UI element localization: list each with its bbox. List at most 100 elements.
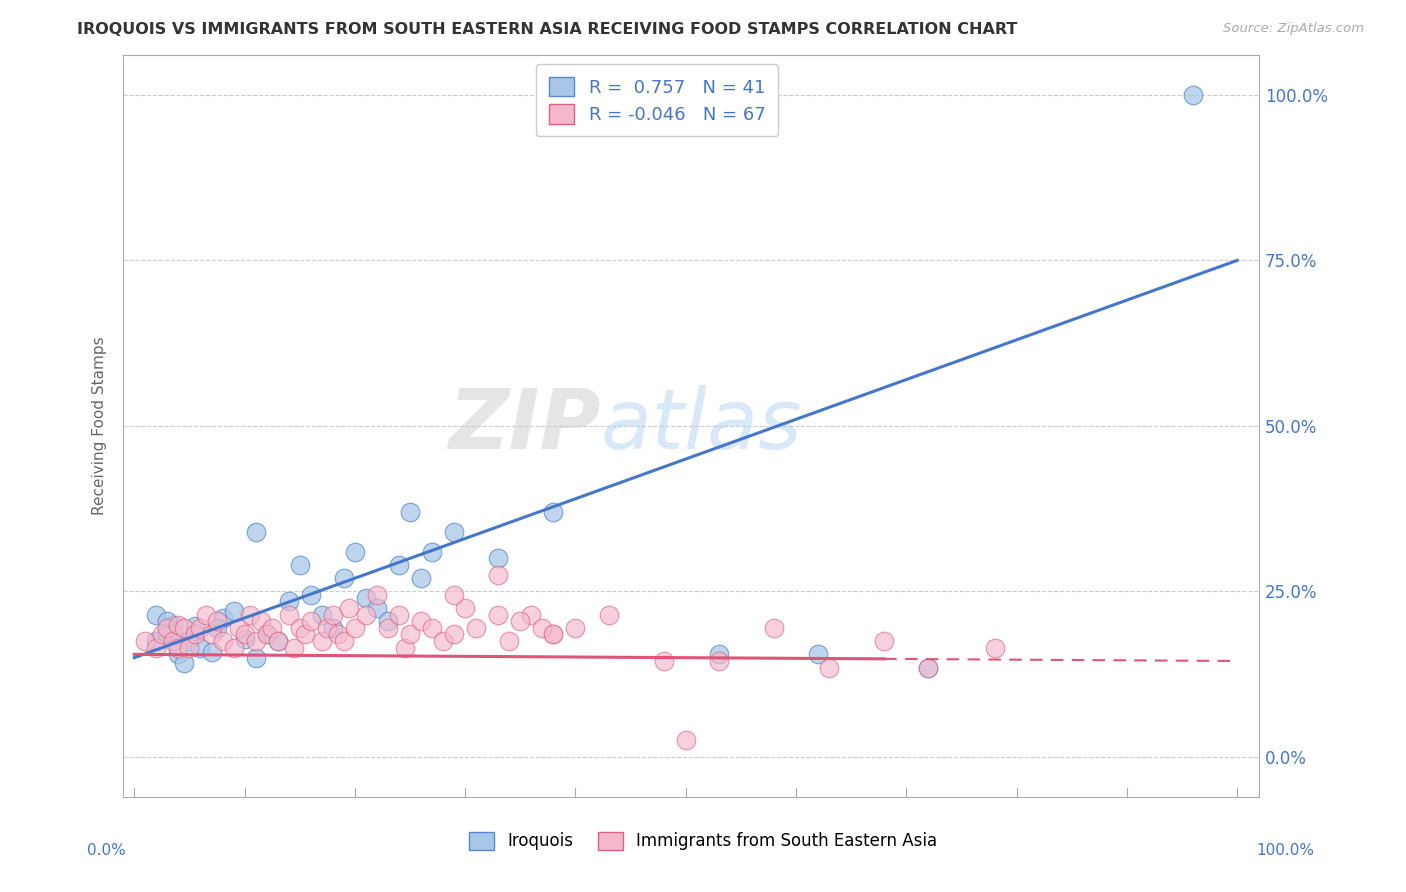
- Point: [184, 627, 207, 641]
- Legend: Iroquois, Immigrants from South Eastern Asia: Iroquois, Immigrants from South Eastern …: [463, 825, 943, 857]
- Point: [333, 634, 356, 648]
- Point: [288, 621, 311, 635]
- Point: [288, 558, 311, 572]
- Point: [250, 614, 273, 628]
- Point: [543, 627, 565, 641]
- Point: [162, 627, 184, 641]
- Point: [173, 656, 195, 670]
- Text: Source: ZipAtlas.com: Source: ZipAtlas.com: [1223, 22, 1364, 36]
- Point: [1182, 87, 1205, 102]
- Point: [195, 607, 218, 622]
- Legend: R =  0.757   N = 41, R = -0.046   N = 67: R = 0.757 N = 41, R = -0.046 N = 67: [536, 64, 778, 136]
- Point: [162, 617, 184, 632]
- Point: [333, 571, 356, 585]
- Point: [807, 648, 830, 662]
- Point: [228, 621, 250, 635]
- Point: [983, 640, 1005, 655]
- Point: [399, 627, 422, 641]
- Point: [652, 654, 675, 668]
- Point: [190, 621, 212, 635]
- Text: IROQUOIS VS IMMIGRANTS FROM SOUTH EASTERN ASIA RECEIVING FOOD STAMPS CORRELATION: IROQUOIS VS IMMIGRANTS FROM SOUTH EASTER…: [77, 22, 1018, 37]
- Point: [167, 640, 190, 655]
- Point: [322, 607, 344, 622]
- Point: [283, 640, 305, 655]
- Point: [311, 607, 333, 622]
- Point: [277, 594, 299, 608]
- Point: [543, 627, 565, 641]
- Point: [316, 621, 339, 635]
- Point: [917, 660, 939, 674]
- Point: [322, 621, 344, 635]
- Point: [145, 607, 167, 622]
- Point: [409, 614, 432, 628]
- Point: [328, 627, 350, 641]
- Point: [399, 505, 422, 519]
- Point: [299, 614, 322, 628]
- Point: [366, 588, 388, 602]
- Point: [245, 524, 267, 539]
- Point: [394, 640, 416, 655]
- Text: atlas: atlas: [600, 385, 801, 467]
- Point: [762, 621, 785, 635]
- Point: [233, 627, 256, 641]
- Point: [486, 568, 509, 582]
- Point: [388, 558, 411, 572]
- Point: [294, 627, 316, 641]
- Text: 0.0%: 0.0%: [87, 843, 127, 858]
- Point: [156, 627, 179, 641]
- Point: [443, 588, 465, 602]
- Point: [337, 601, 360, 615]
- Point: [256, 627, 278, 641]
- Point: [377, 614, 399, 628]
- Point: [167, 617, 190, 632]
- Point: [162, 634, 184, 648]
- Point: [156, 621, 179, 635]
- Point: [707, 648, 730, 662]
- Point: [145, 640, 167, 655]
- Point: [245, 634, 267, 648]
- Point: [233, 632, 256, 647]
- Point: [465, 621, 488, 635]
- Point: [262, 621, 284, 635]
- Point: [598, 607, 620, 622]
- Point: [277, 607, 299, 622]
- Point: [543, 505, 565, 519]
- Point: [443, 524, 465, 539]
- Point: [150, 627, 173, 641]
- Point: [156, 614, 179, 628]
- Point: [200, 645, 222, 659]
- Point: [311, 634, 333, 648]
- Point: [299, 588, 322, 602]
- Point: [200, 627, 222, 641]
- Point: [520, 607, 543, 622]
- Point: [707, 654, 730, 668]
- Point: [354, 591, 377, 605]
- Point: [134, 634, 156, 648]
- Point: [267, 634, 290, 648]
- Point: [917, 660, 939, 674]
- Y-axis label: Receiving Food Stamps: Receiving Food Stamps: [93, 336, 107, 516]
- Point: [190, 640, 212, 655]
- Point: [498, 634, 520, 648]
- Point: [222, 604, 245, 618]
- Point: [343, 621, 366, 635]
- Point: [388, 607, 411, 622]
- Point: [509, 614, 531, 628]
- Point: [531, 621, 554, 635]
- Point: [675, 733, 697, 747]
- Point: [432, 634, 454, 648]
- Point: [145, 634, 167, 648]
- Point: [818, 660, 841, 674]
- Point: [211, 611, 233, 625]
- Point: [486, 551, 509, 566]
- Point: [205, 614, 228, 628]
- Point: [256, 627, 278, 641]
- Point: [454, 601, 477, 615]
- Point: [354, 607, 377, 622]
- Point: [343, 545, 366, 559]
- Point: [239, 607, 262, 622]
- Point: [564, 621, 586, 635]
- Point: [420, 621, 443, 635]
- Point: [366, 601, 388, 615]
- Point: [211, 634, 233, 648]
